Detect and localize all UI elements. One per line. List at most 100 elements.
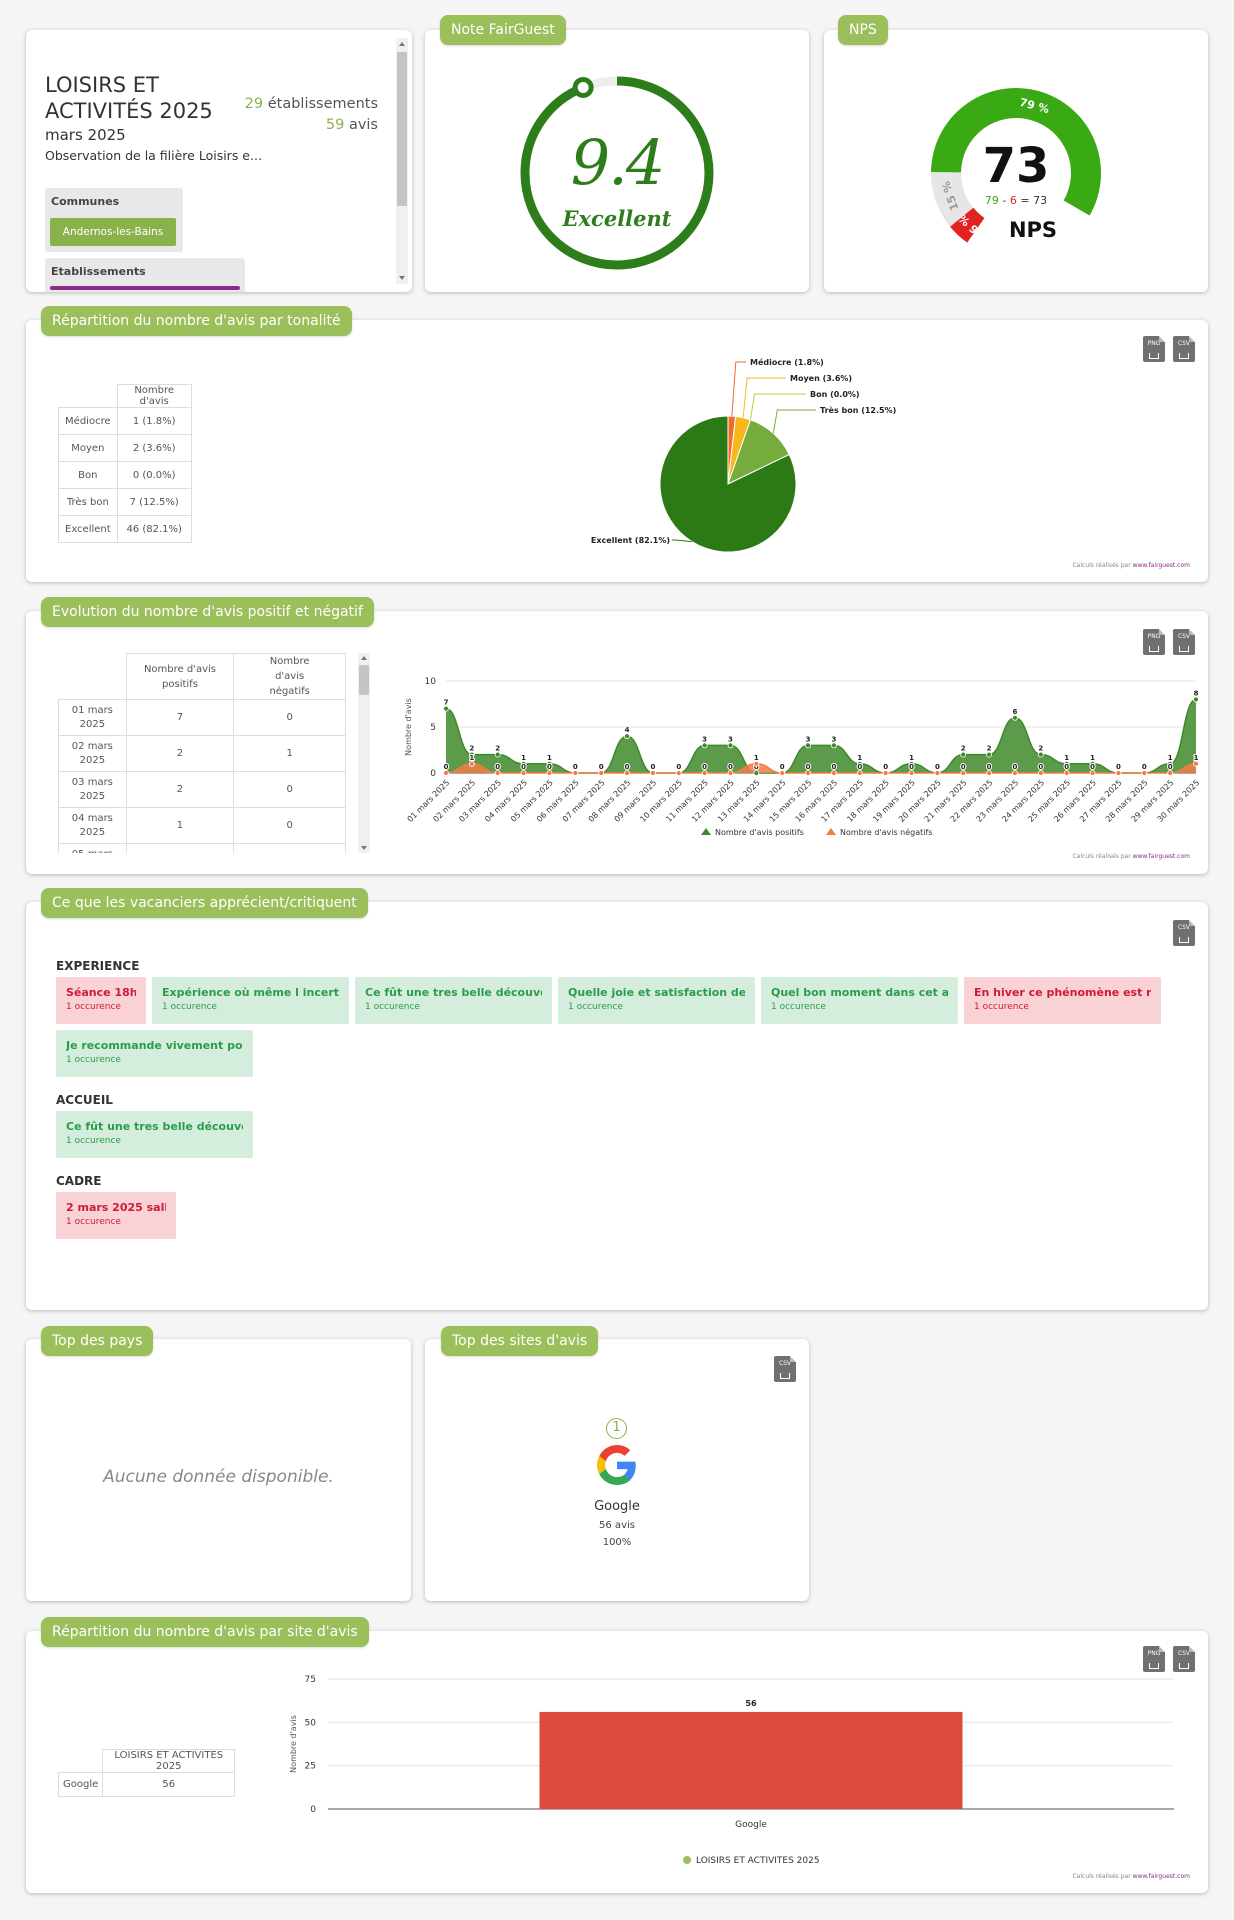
note-ring-knob: [572, 76, 594, 98]
legend-label: Nombre d'avis négatifs: [840, 827, 933, 837]
tag-text: Je recommande vivement pour g...: [66, 1039, 243, 1052]
legend-marker: [701, 828, 711, 835]
data-label: 3: [728, 735, 733, 743]
tag-item[interactable]: Je recommande vivement pour g... 1 occure…: [56, 1030, 253, 1077]
data-label: 3: [806, 735, 811, 743]
tag-item[interactable]: En hiver ce phénomène est récu... 1 occur…: [964, 977, 1161, 1024]
data-point: [805, 742, 811, 749]
data-point: [443, 705, 449, 712]
data-point: [1012, 770, 1018, 776]
data-point: [908, 770, 915, 776]
scroll-up-icon[interactable]: [361, 656, 367, 660]
data-point: [753, 760, 760, 767]
scrollbar[interactable]: [396, 38, 408, 284]
repartition-table-header: LOISIRS ET ACTIVITES 2025: [102, 1749, 236, 1773]
data-point: [1063, 770, 1070, 776]
scroll-down-icon[interactable]: [399, 276, 405, 280]
communes-filter: Communes Andernos-les-Bains: [45, 188, 183, 252]
csv-download-icon[interactable]: CSV: [1173, 336, 1195, 362]
png-download-icon[interactable]: PNG: [1143, 629, 1165, 655]
nps-title: NPS: [1008, 218, 1058, 242]
nps-card: 6 % 15 % 79 % 73 79 - 6 = 73 NPS: [824, 30, 1208, 292]
note-card: 9.4 Excellent: [425, 30, 809, 292]
section-title: CADRE: [56, 1174, 102, 1188]
data-label: 0: [1013, 763, 1018, 771]
data-label: 1: [1064, 754, 1069, 762]
data-point: [494, 751, 501, 758]
note-label: Excellent: [562, 206, 672, 231]
credit-link[interactable]: www.fairguest.com: [1132, 562, 1190, 569]
tag-item[interactable]: Expérience où même l incertitud... 1 occu…: [152, 977, 349, 1024]
table-row: 04 mars 2025 1 0: [58, 807, 346, 844]
tag-item[interactable]: Ce fût une tres belle découverte ... 1 oc…: [355, 977, 552, 1024]
csv-download-icon[interactable]: CSV: [1173, 920, 1195, 946]
tonalite-card: PNG CSV Nombre d'avis Médiocre 1 (1.8%) M…: [26, 320, 1208, 582]
row-value: 7 (12.5%): [116, 488, 192, 516]
scroll-thumb[interactable]: [397, 52, 407, 206]
data-point: [934, 770, 941, 776]
data-label: 0: [1064, 763, 1069, 771]
data-label: 0: [1142, 763, 1147, 771]
csv-download-icon[interactable]: CSV: [1173, 629, 1195, 655]
credit-link[interactable]: www.fairguest.com: [1132, 1873, 1190, 1880]
tag-item[interactable]: Séance 18h30 1 occurence: [56, 977, 146, 1024]
etablissement-chip[interactable]: [50, 286, 240, 290]
data-point: [520, 770, 527, 776]
tag-item[interactable]: Ce fût une tres belle découverte ... 1 oc…: [56, 1111, 253, 1158]
tonalite-pie-chart: Médiocre (1.8%) Moyen (3.6%) Bon (0.0%) Trè…: [591, 357, 896, 553]
tag-text: Expérience où même l incertitud...: [162, 986, 339, 999]
data-point: [1167, 760, 1174, 767]
data-label: 0: [599, 763, 604, 771]
tag-item[interactable]: 2 mars 2025 salle 2. 1 occurence: [56, 1192, 176, 1239]
row-date: 01 mars 2025: [58, 699, 127, 736]
data-label: 0: [987, 763, 992, 771]
tag-text: Ce fût une tres belle découverte ...: [365, 986, 542, 999]
data-label: 3: [702, 735, 707, 743]
png-download-icon[interactable]: PNG: [1143, 336, 1165, 362]
csv-download-icon[interactable]: CSV: [1173, 1646, 1195, 1672]
row-neg: 0: [233, 771, 346, 808]
scroll-up-icon[interactable]: [399, 42, 405, 46]
data-label: 0: [650, 763, 655, 771]
data-point: [779, 770, 786, 776]
csv-download-icon[interactable]: CSV: [774, 1356, 796, 1382]
data-point: [624, 770, 630, 776]
data-point: [986, 751, 993, 758]
data-label: 0: [935, 763, 940, 771]
row-pos: 2: [125, 735, 235, 772]
nps-detractors: 6: [1009, 194, 1017, 207]
data-point: [960, 770, 967, 776]
row-pos: 7: [125, 699, 235, 736]
data-label: 1: [547, 754, 552, 762]
data-label: 1: [1194, 754, 1199, 762]
tag-item[interactable]: Quel bon moment dans cet ateli... 1 occur…: [761, 977, 958, 1024]
note-badge: Note FairGuest: [440, 15, 566, 45]
data-label: 0: [625, 763, 630, 771]
scroll-down-icon[interactable]: [361, 846, 367, 850]
sites-bar-chart: 0 25 50 75 Nombre d'avis 56 Google LOISIRS ET A…: [289, 1675, 1174, 1866]
png-download-icon[interactable]: PNG: [1143, 1646, 1165, 1672]
row-value: 2 (3.6%): [116, 434, 192, 462]
table-scrollbar[interactable]: [358, 653, 370, 853]
data-label: 0: [780, 763, 785, 771]
data-label: 1: [1090, 754, 1095, 762]
legend-marker: [683, 1856, 691, 1864]
commune-chip[interactable]: Andernos-les-Bains: [50, 218, 176, 246]
nps-detractors-segment: [950, 207, 985, 243]
table-row: Excellent 46 (82.1%): [58, 515, 192, 543]
data-point: [1193, 760, 1199, 767]
summary-card: LOISIRS ET ACTIVITÉS 2025 mars 2025 Obse…: [26, 30, 412, 292]
data-point: [882, 770, 889, 776]
tag-text: Quelle joie et satisfaction de réc...: [568, 986, 745, 999]
credit-link[interactable]: www.fairguest.com: [1132, 853, 1190, 860]
scroll-thumb[interactable]: [359, 665, 369, 695]
data-point: [1089, 770, 1096, 776]
row-date: 04 mars 2025: [58, 807, 127, 844]
data-label: 2: [469, 745, 474, 753]
note-ring-arc: [520, 76, 714, 270]
tag-item[interactable]: Quelle joie et satisfaction de réc... 1 o…: [558, 977, 755, 1024]
data-point: [753, 770, 760, 776]
tonalite-table: Nombre d'avis Médiocre 1 (1.8%) Moyen 2 (3…: [58, 384, 192, 543]
data-label: 0: [547, 763, 552, 771]
section-title: ACCUEIL: [56, 1093, 113, 1107]
